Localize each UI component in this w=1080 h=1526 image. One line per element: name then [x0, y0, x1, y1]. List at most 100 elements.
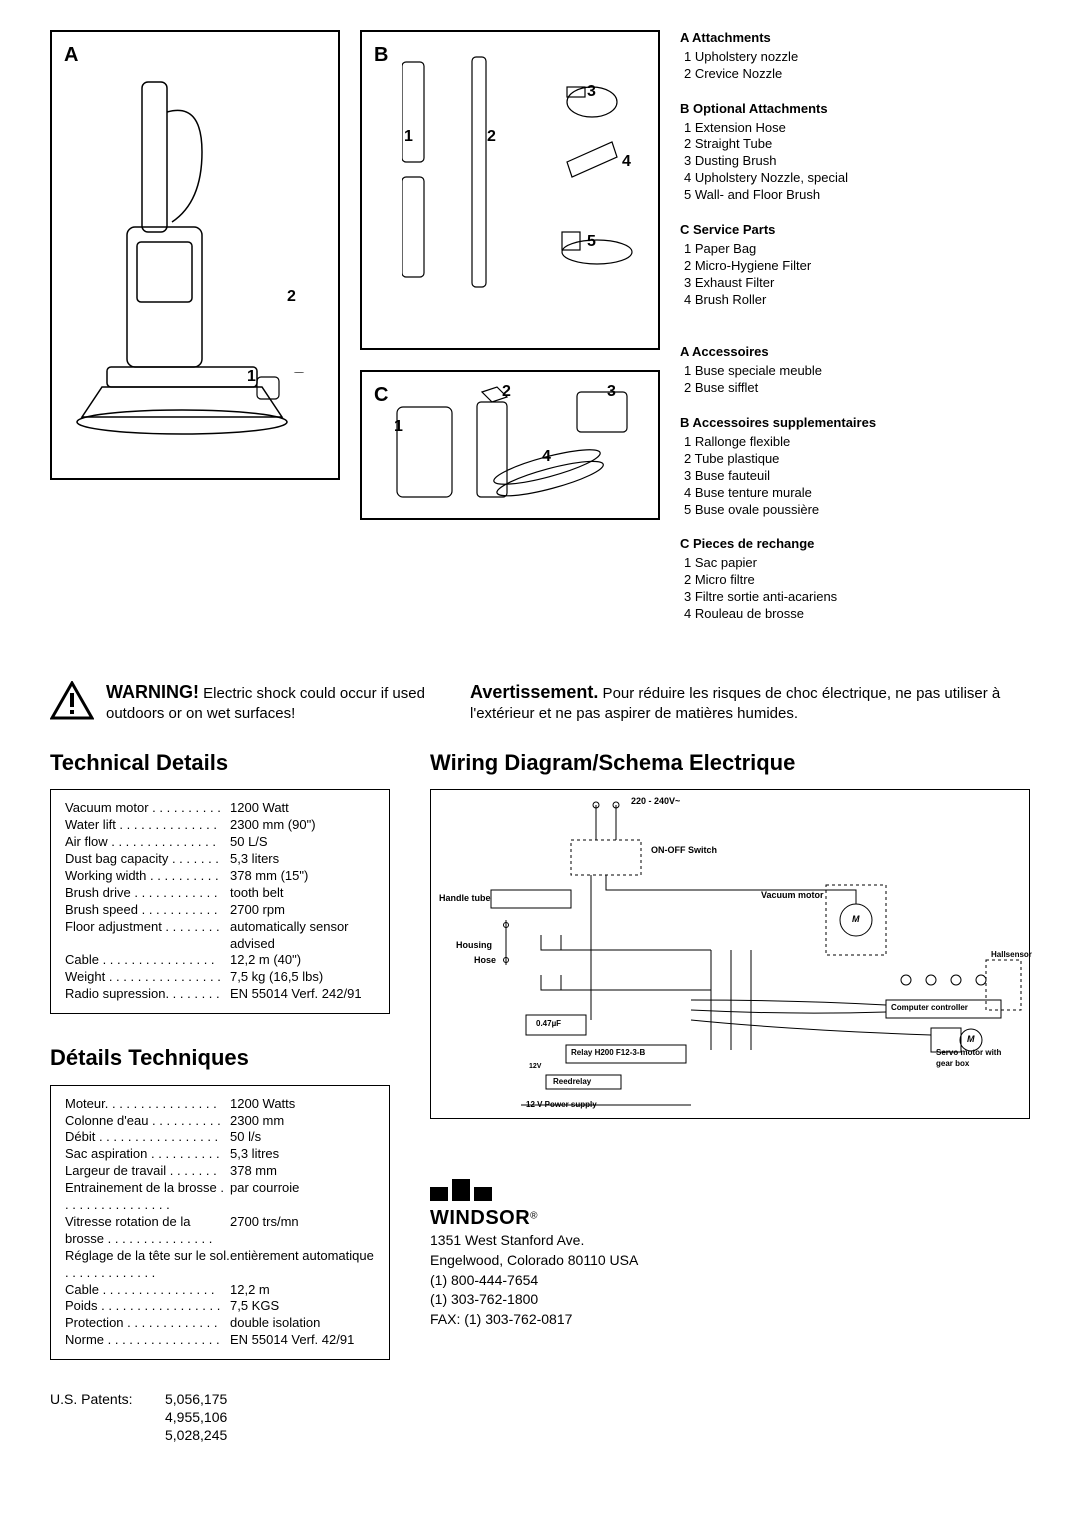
wiring-servo: Servo motor with gear box: [936, 1048, 1016, 1069]
spec-row: Cable . . . . . . . . . . . . . . . .12,…: [65, 952, 375, 969]
spec-value: 7,5 kg (16,5 lbs): [230, 969, 375, 986]
wiring-volt: 220 - 240V~: [631, 796, 680, 808]
lower-section: Technical Details Vacuum motor . . . . .…: [50, 749, 1030, 1445]
spec-value: automatically sensor advised: [230, 919, 375, 953]
diagram-b-num-2: 2: [487, 127, 496, 148]
spec-row: Cable . . . . . . . . . . . . . . . .12,…: [65, 1282, 375, 1299]
spec-row: Water lift . . . . . . . . . . . . . .23…: [65, 817, 375, 834]
spec-value: 2300 mm: [230, 1113, 375, 1130]
spec-value: 378 mm (15"): [230, 868, 375, 885]
addr-line: Engelwood, Colorado 80110 USA: [430, 1251, 1030, 1271]
spec-row: Colonne d'eau . . . . . . . . . .2300 mm: [65, 1113, 375, 1130]
spec-row: Floor adjustment . . . . . . . .automati…: [65, 919, 375, 953]
spec-value: 2300 mm (90"): [230, 817, 375, 834]
list-title: A Accessoires: [680, 344, 1030, 361]
addr-line: (1) 800-444-7654: [430, 1271, 1030, 1291]
warning-en-strong: WARNING!: [106, 682, 199, 702]
spec-label: Vacuum motor . . . . . . . . . .: [65, 800, 230, 817]
patents-label: U.S. Patents:: [50, 1390, 165, 1408]
spec-label: Brush speed . . . . . . . . . . .: [65, 902, 230, 919]
list-item: 2 Buse sifflet: [680, 380, 1030, 397]
spec-label: Débit . . . . . . . . . . . . . . . . .: [65, 1129, 230, 1146]
spec-value: 1200 Watt: [230, 800, 375, 817]
diagram-b-num-4: 4: [622, 152, 631, 173]
patent-num: 5,028,245: [165, 1426, 227, 1444]
spec-label: Dust bag capacity . . . . . . .: [65, 851, 230, 868]
spec-row: Brush drive . . . . . . . . . . . .tooth…: [65, 885, 375, 902]
diagram-b-num-5: 5: [587, 232, 596, 253]
addr-line: 1351 West Stanford Ave.: [430, 1231, 1030, 1251]
wiring-hose: Hose: [474, 955, 496, 967]
spec-value: 5,3 litres: [230, 1146, 375, 1163]
tech-en-title: Technical Details: [50, 749, 390, 778]
spec-row: Protection . . . . . . . . . . . . .doub…: [65, 1315, 375, 1332]
spec-value: 2700 trs/mn: [230, 1214, 375, 1248]
spec-row: Dust bag capacity . . . . . . .5,3 liter…: [65, 851, 375, 868]
diagram-bc-column: B 1 2 3 4 5: [360, 30, 660, 641]
brand-row: WINDSOR®: [430, 1205, 1030, 1231]
tech-fr-box: Moteur. . . . . . . . . . . . . . . .120…: [50, 1085, 390, 1360]
spec-row: Débit . . . . . . . . . . . . . . . . .5…: [65, 1129, 375, 1146]
spec-row: Vacuum motor . . . . . . . . . .1200 Wat…: [65, 800, 375, 817]
spec-label: Norme . . . . . . . . . . . . . . . .: [65, 1332, 230, 1349]
list-c-pieces: C Pieces de rechange 1 Sac papier 2 Micr…: [680, 536, 1030, 622]
spec-label: Moteur. . . . . . . . . . . . . . . .: [65, 1096, 230, 1113]
list-a-attachments: A Attachments 1 Upholstery nozzle 2 Crev…: [680, 30, 1030, 83]
parts-b-illustration: [402, 47, 652, 337]
list-item: 1 Paper Bag: [680, 241, 1030, 258]
warning-fr-strong: Avertissement.: [470, 682, 598, 702]
list-item: 3 Dusting Brush: [680, 153, 1030, 170]
spec-label: Working width . . . . . . . . . .: [65, 868, 230, 885]
spec-row: Poids . . . . . . . . . . . . . . . . .7…: [65, 1298, 375, 1315]
logo-square-icon: [474, 1187, 492, 1201]
spec-value: 5,3 liters: [230, 851, 375, 868]
spec-row: Weight . . . . . . . . . . . . . . . .7,…: [65, 969, 375, 986]
diagram-c-num-1: 1: [394, 417, 403, 438]
wiring-psu: 12 V Power supply: [526, 1100, 597, 1110]
diagram-c: C 1 2 3 4: [360, 370, 660, 520]
list-item: 5 Wall- and Floor Brush: [680, 187, 1030, 204]
wiring-diagram: 220 - 240V~ ON-OFF Switch Handle tube Va…: [430, 789, 1030, 1119]
spec-label: Water lift . . . . . . . . . . . . . .: [65, 817, 230, 834]
wiring-motor: Vacuum motor: [761, 890, 824, 902]
wiring-svg: [431, 790, 1031, 1120]
spec-label: Colonne d'eau . . . . . . . . . .: [65, 1113, 230, 1130]
list-item: 1 Buse speciale meuble: [680, 363, 1030, 380]
spec-row: Largeur de travail . . . . . . .378 mm: [65, 1163, 375, 1180]
tech-fr-title: Détails Techniques: [50, 1044, 390, 1073]
spec-label: Radio supression. . . . . . . .: [65, 986, 230, 1003]
list-item: 2 Crevice Nozzle: [680, 66, 1030, 83]
warning-fr: Avertissement. Pour réduire les risques …: [470, 681, 1030, 724]
spec-label: Protection . . . . . . . . . . . . .: [65, 1315, 230, 1332]
registered-icon: ®: [530, 1211, 537, 1222]
list-item: 1 Extension Hose: [680, 120, 1030, 137]
top-section: A 1 2 B: [50, 30, 1030, 641]
spec-row: Sac aspiration . . . . . . . . . .5,3 li…: [65, 1146, 375, 1163]
spec-row: Working width . . . . . . . . . .378 mm …: [65, 868, 375, 885]
spec-value: 7,5 KGS: [230, 1298, 375, 1315]
list-b-accessoires-supp: B Accessoires supplementaires 1 Rallonge…: [680, 415, 1030, 518]
diagram-b-label: B: [374, 42, 388, 68]
spec-value: EN 55014 Verf. 242/91: [230, 986, 375, 1003]
list-item: 2 Straight Tube: [680, 136, 1030, 153]
spec-value: 2700 rpm: [230, 902, 375, 919]
right-column: Wiring Diagram/Schema Electrique: [430, 749, 1030, 1445]
warning-en-text: WARNING! Electric shock could occur if u…: [106, 681, 430, 724]
diagram-b: B 1 2 3 4 5: [360, 30, 660, 350]
list-item: 4 Buse tenture murale: [680, 485, 1030, 502]
left-column: Technical Details Vacuum motor . . . . .…: [50, 749, 390, 1445]
wiring-hall: Hallsensor: [991, 950, 1032, 960]
list-item: 4 Brush Roller: [680, 292, 1030, 309]
logo: [430, 1179, 1030, 1201]
addr-line: FAX: (1) 303-762-0817: [430, 1310, 1030, 1330]
diagram-c-num-4: 4: [542, 447, 551, 468]
spec-value: 378 mm: [230, 1163, 375, 1180]
spec-label: Weight . . . . . . . . . . . . . . . .: [65, 969, 230, 986]
wiring-handle: Handle tube: [439, 893, 491, 905]
spec-label: Air flow . . . . . . . . . . . . . . .: [65, 834, 230, 851]
spec-value: EN 55014 Verf. 42/91: [230, 1332, 375, 1349]
brand-name: WINDSOR: [430, 1207, 530, 1229]
diagram-b-num-3: 3: [587, 82, 596, 103]
list-title: B Optional Attachments: [680, 101, 1030, 118]
wiring-reed: Reedrelay: [553, 1077, 591, 1087]
